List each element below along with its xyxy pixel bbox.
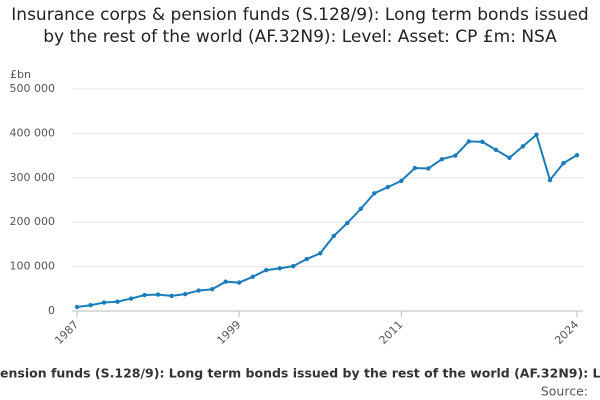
point [182,291,188,297]
point [304,256,309,262]
point [291,263,296,269]
point [196,288,201,293]
y-tick-label: 100 000 [10,260,56,273]
point [480,139,485,145]
point [547,177,553,183]
point [142,292,147,298]
point [169,293,174,299]
point [236,280,242,285]
y-tick-label: 200 000 [10,215,56,228]
point [128,296,134,301]
title-box: Insurance corps & pension funds (S.128/9… [11,5,589,47]
chart-title: Insurance corps & pension funds (S.128/9… [11,5,589,47]
point [277,266,282,271]
point [493,147,499,153]
point [250,274,255,280]
point [466,139,472,144]
point [534,132,539,137]
point [88,303,93,308]
point [209,287,215,292]
point [345,220,350,226]
y-tick-label: 400 000 [10,126,56,139]
point [439,156,445,162]
x-tick-label: 2011 [377,318,406,347]
point [263,267,269,273]
y-axis-label: £bn [10,68,31,81]
point [453,153,458,158]
footer: ension funds (S.128/9): Long term bonds … [0,366,600,381]
point [385,184,391,190]
point [507,155,512,161]
x-tick-label: 1999 [214,318,243,347]
series-line [76,132,578,308]
point [74,304,80,310]
y-tick-label: 300 000 [10,171,56,184]
point [331,233,336,239]
point [561,160,566,166]
point [318,251,323,256]
point [155,292,161,297]
point [223,279,228,284]
point [412,165,418,171]
point [574,152,580,158]
y-tick-label: 0 [48,304,55,317]
point [372,191,377,196]
point [426,166,431,171]
source: Source: [541,384,588,399]
point [358,206,363,212]
y-tick-label: 500 000 [10,82,56,95]
x-tick-label: 2024 [552,318,581,347]
point [399,178,404,184]
point [520,144,526,149]
point [101,300,107,305]
x-tick-label: 1987 [52,318,81,347]
point [115,299,120,304]
